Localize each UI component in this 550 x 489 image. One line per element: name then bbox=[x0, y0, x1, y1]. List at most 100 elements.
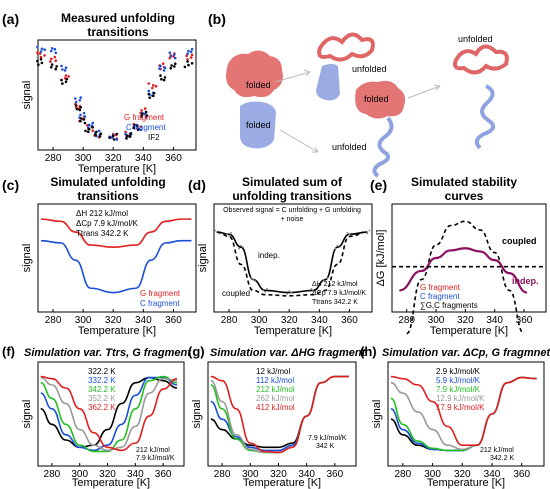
unfolded-domain-blue-1 bbox=[372, 116, 394, 178]
noise-point bbox=[326, 277, 329, 279]
series-a-1-point bbox=[39, 50, 43, 53]
noise-point bbox=[338, 246, 341, 249]
panel-g-title: Simulation var. ΔHG fragment bbox=[210, 347, 367, 359]
series-a-1-point bbox=[124, 132, 127, 136]
panel-h-axes bbox=[387, 361, 545, 467]
series-a-2-point bbox=[162, 78, 166, 82]
panel-f-letter: (f) bbox=[2, 344, 15, 359]
x-tick-label: 300 bbox=[75, 153, 92, 164]
series-a-2-point bbox=[75, 107, 79, 111]
x-tick-label: 320 bbox=[99, 469, 116, 480]
series-a-1-point bbox=[159, 64, 162, 68]
noise-point bbox=[310, 288, 313, 290]
label-folded-bottom: folded bbox=[246, 120, 271, 130]
panel-d-title-line2: unfolding transitions bbox=[232, 189, 352, 203]
series-a-0-point bbox=[161, 62, 165, 65]
x-tick-label: 300 bbox=[71, 469, 88, 480]
series-a-0-point bbox=[64, 74, 68, 77]
equilibrium-arrow-1 bbox=[274, 69, 311, 83]
series-a-2-point bbox=[60, 78, 63, 82]
panel-g-xlabel: Temperature [K] bbox=[243, 477, 321, 489]
series-a-2-point bbox=[84, 129, 87, 133]
series-f-4-line bbox=[40, 375, 178, 452]
series-a-1-point bbox=[79, 113, 82, 117]
panel-h-ylabel: signal bbox=[371, 400, 383, 429]
series-a-2-point bbox=[141, 112, 144, 116]
panel-d-label-indep: indep. bbox=[258, 251, 280, 260]
panel-c-xlabel: Temperature [K] bbox=[78, 325, 156, 337]
noise-point bbox=[250, 277, 253, 279]
panel-h-title: Simulation var. ΔCp, G fragmnet bbox=[382, 347, 550, 359]
series-a-2-point bbox=[140, 115, 143, 118]
panel-g-legend-1: 12 kJ/mol bbox=[256, 367, 290, 376]
panel-d-param-3: Ttrans 342.2 K bbox=[312, 299, 358, 306]
panel-f-axes bbox=[37, 361, 185, 467]
series-a-2-point bbox=[78, 108, 82, 112]
panel-g-legend-3: 212 kJ/mol bbox=[256, 385, 295, 394]
x-tick-label: 320 bbox=[454, 469, 471, 480]
panel-c-ylabel: signal bbox=[21, 244, 33, 273]
panel-f-param-2: 7.9 kJ/mol/K bbox=[136, 455, 175, 462]
panel-e-legend-g: G fragment bbox=[420, 283, 461, 292]
series-f-3-line bbox=[40, 376, 178, 452]
series-a-2-point bbox=[94, 133, 97, 136]
x-tick-label: 300 bbox=[242, 469, 259, 480]
label-unfolded-right: unfolded bbox=[458, 34, 493, 44]
series-a-2-point bbox=[125, 137, 128, 140]
series-a-0-point bbox=[36, 51, 39, 54]
series-a-1-point bbox=[147, 89, 151, 93]
series-a-2-point bbox=[50, 63, 54, 66]
series-a-0-point bbox=[190, 53, 194, 57]
series-a-0-point bbox=[139, 125, 143, 128]
x-tick-label: 340 bbox=[135, 153, 152, 164]
series-e-1-line bbox=[399, 247, 528, 294]
series-d-0-line bbox=[216, 231, 368, 294]
noise-point bbox=[336, 244, 339, 247]
series-a-0-point bbox=[39, 55, 43, 59]
panel-f-legend-3: 342.2 K bbox=[88, 385, 116, 394]
panel-a-ylabel: signal bbox=[21, 81, 33, 110]
series-a-1-point bbox=[190, 47, 194, 51]
noise-point bbox=[254, 280, 257, 282]
panel-e: (e) Simulated stability curves ΔG [kJ/mo… bbox=[370, 175, 547, 337]
x-tick-label: 280 bbox=[398, 315, 415, 326]
series-a-2-point bbox=[98, 135, 102, 138]
x-tick-label: 280 bbox=[45, 315, 62, 326]
panel-a-letter: (a) bbox=[2, 11, 19, 27]
series-a-0-point bbox=[124, 130, 127, 134]
x-tick-label: 320 bbox=[270, 469, 287, 480]
noise-point bbox=[322, 278, 325, 281]
panel-d-letter: (d) bbox=[188, 177, 206, 193]
noise-point bbox=[252, 278, 255, 281]
x-tick-label: 340 bbox=[311, 315, 328, 326]
series-a-1-point bbox=[60, 64, 63, 68]
series-a-0-point bbox=[143, 107, 147, 110]
panel-h-param-1: 212 kJ/mol bbox=[480, 447, 514, 454]
series-a-2-point bbox=[133, 124, 136, 127]
series-a-1-point bbox=[63, 69, 67, 72]
series-a-1-point bbox=[169, 55, 173, 58]
series-a-2-point bbox=[126, 134, 129, 137]
x-tick-label: 280 bbox=[44, 469, 61, 480]
x-tick-label: 300 bbox=[251, 315, 268, 326]
series-a-2-point bbox=[79, 106, 83, 109]
folded-domain-red-1 bbox=[226, 50, 283, 98]
panel-e-xlabel: Temperature [K] bbox=[430, 325, 508, 337]
series-a-2-point bbox=[37, 63, 40, 66]
series-a-0-point bbox=[189, 56, 193, 59]
noise-point bbox=[290, 291, 293, 294]
series-a-2-point bbox=[80, 117, 83, 120]
panel-a-legend-c: C fragment bbox=[126, 123, 166, 132]
series-a-2-point bbox=[87, 127, 91, 131]
series-a-2-point bbox=[108, 136, 111, 139]
panel-c-axes bbox=[37, 203, 197, 313]
series-a-2-point bbox=[145, 114, 149, 117]
panel-a-xlabel: Temperature [K] bbox=[78, 163, 156, 175]
x-tick-label: 300 bbox=[428, 315, 445, 326]
series-a-0-point bbox=[67, 75, 70, 78]
series-a-0-point bbox=[53, 55, 57, 59]
panel-f-param-1: 212 kJ/mol bbox=[136, 447, 170, 454]
panel-f-legend-1: 322.2 K bbox=[88, 367, 116, 376]
series-a-1-point bbox=[173, 53, 176, 56]
series-a-2-point bbox=[144, 110, 148, 114]
